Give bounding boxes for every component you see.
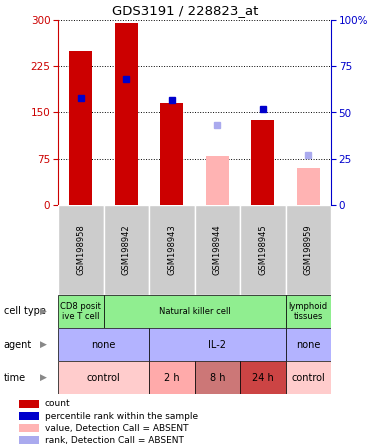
Bar bbox=[104, 205, 149, 295]
Bar bbox=[194, 361, 240, 394]
Text: 2 h: 2 h bbox=[164, 373, 180, 382]
Text: GSM198944: GSM198944 bbox=[213, 225, 222, 275]
Text: ▶: ▶ bbox=[40, 340, 47, 349]
Text: agent: agent bbox=[4, 340, 32, 349]
Bar bbox=[69, 51, 92, 205]
Bar bbox=[297, 168, 320, 205]
Bar bbox=[115, 23, 138, 205]
Text: value, Detection Call = ABSENT: value, Detection Call = ABSENT bbox=[45, 424, 188, 432]
Bar bbox=[58, 205, 104, 295]
Text: GSM198958: GSM198958 bbox=[76, 225, 85, 275]
Bar bbox=[160, 103, 183, 205]
Text: CD8 posit
ive T cell: CD8 posit ive T cell bbox=[60, 302, 101, 321]
Bar bbox=[149, 328, 286, 361]
Bar bbox=[58, 295, 104, 328]
Text: rank, Detection Call = ABSENT: rank, Detection Call = ABSENT bbox=[45, 436, 183, 444]
Bar bbox=[19, 412, 39, 420]
Bar bbox=[104, 295, 286, 328]
Text: Natural killer cell: Natural killer cell bbox=[159, 307, 230, 316]
Bar bbox=[19, 436, 39, 444]
Bar bbox=[58, 328, 149, 361]
Bar bbox=[149, 205, 194, 295]
Bar bbox=[19, 424, 39, 432]
Text: 24 h: 24 h bbox=[252, 373, 274, 382]
Text: 8 h: 8 h bbox=[210, 373, 225, 382]
Text: GDS3191 / 228823_at: GDS3191 / 228823_at bbox=[112, 4, 259, 17]
Bar bbox=[286, 328, 331, 361]
Bar bbox=[19, 400, 39, 408]
Bar bbox=[206, 156, 229, 205]
Text: GSM198943: GSM198943 bbox=[167, 225, 176, 275]
Bar bbox=[194, 205, 240, 295]
Text: lymphoid
tissues: lymphoid tissues bbox=[289, 302, 328, 321]
Bar bbox=[286, 205, 331, 295]
Bar bbox=[149, 361, 194, 394]
Text: GSM198942: GSM198942 bbox=[122, 225, 131, 275]
Text: cell type: cell type bbox=[4, 306, 46, 317]
Text: none: none bbox=[91, 340, 116, 349]
Text: IL-2: IL-2 bbox=[208, 340, 226, 349]
Bar bbox=[286, 361, 331, 394]
Text: ▶: ▶ bbox=[40, 307, 47, 316]
Bar bbox=[252, 120, 274, 205]
Text: GSM198945: GSM198945 bbox=[258, 225, 267, 275]
Bar bbox=[286, 295, 331, 328]
Bar bbox=[58, 361, 149, 394]
Text: ▶: ▶ bbox=[40, 373, 47, 382]
Bar bbox=[240, 361, 286, 394]
Text: GSM198959: GSM198959 bbox=[304, 225, 313, 275]
Text: time: time bbox=[4, 373, 26, 382]
Text: control: control bbox=[291, 373, 325, 382]
Text: none: none bbox=[296, 340, 321, 349]
Text: count: count bbox=[45, 400, 70, 408]
Bar bbox=[240, 205, 286, 295]
Text: control: control bbox=[86, 373, 120, 382]
Text: percentile rank within the sample: percentile rank within the sample bbox=[45, 412, 198, 420]
